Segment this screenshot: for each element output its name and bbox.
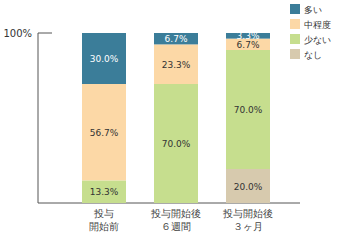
- chart: 100% 13.3% 56.7% 30.0% 70.0% 23.3% 6.7% 20.0% 70…: [0, 0, 343, 252]
- legend-label: 少ない: [304, 35, 331, 45]
- data-label: 3.3%: [237, 31, 260, 41]
- legend-label: 多い: [304, 5, 322, 15]
- legend-swatch: [290, 49, 300, 59]
- bar-segment: [226, 50, 270, 169]
- category-line: 開始前: [89, 221, 119, 232]
- category-line: 投与: [93, 208, 114, 219]
- bar-segment: [154, 44, 198, 84]
- category-line: ６週間: [161, 221, 191, 232]
- category-label: 投与開始後 ６週間: [150, 208, 201, 232]
- data-label: 56.7%: [90, 128, 119, 138]
- data-label: 6.7%: [165, 34, 188, 44]
- data-label: 20.0%: [234, 182, 263, 192]
- bar-segment: [154, 33, 198, 44]
- data-label: 70.0%: [234, 105, 263, 115]
- y-tick: [38, 33, 52, 34]
- category-label: 投与開始後 ３ヶ月: [222, 208, 273, 232]
- legend-label: 中程度: [304, 20, 331, 30]
- bar-segment: [82, 33, 126, 84]
- legend-swatch: [290, 19, 300, 29]
- bar-segment: [82, 84, 126, 180]
- data-labels: 13.3%56.7%30.0%70.0%23.3%6.7%20.0%70.0%6…: [90, 31, 263, 197]
- legend-swatch: [290, 4, 300, 14]
- bar-segment: [154, 84, 198, 203]
- y-tick-label: 100%: [3, 28, 32, 39]
- category-label: 投与開始前: [89, 208, 119, 232]
- data-label: 13.3%: [90, 187, 119, 197]
- bar-segment: [226, 169, 270, 203]
- legend: 多い中程度少ないなし: [290, 4, 331, 60]
- data-label: 70.0%: [162, 139, 191, 149]
- legend-label: なし: [304, 50, 322, 60]
- category-line: 投与開始後: [222, 208, 273, 219]
- bars: [82, 33, 270, 203]
- data-label: 23.3%: [162, 60, 191, 70]
- legend-swatch: [290, 34, 300, 44]
- category-line: 投与開始後: [150, 208, 201, 219]
- y-axis: [38, 33, 39, 203]
- bar-segment: [82, 180, 126, 203]
- category-line: ３ヶ月: [233, 221, 263, 232]
- data-label: 30.0%: [90, 54, 119, 64]
